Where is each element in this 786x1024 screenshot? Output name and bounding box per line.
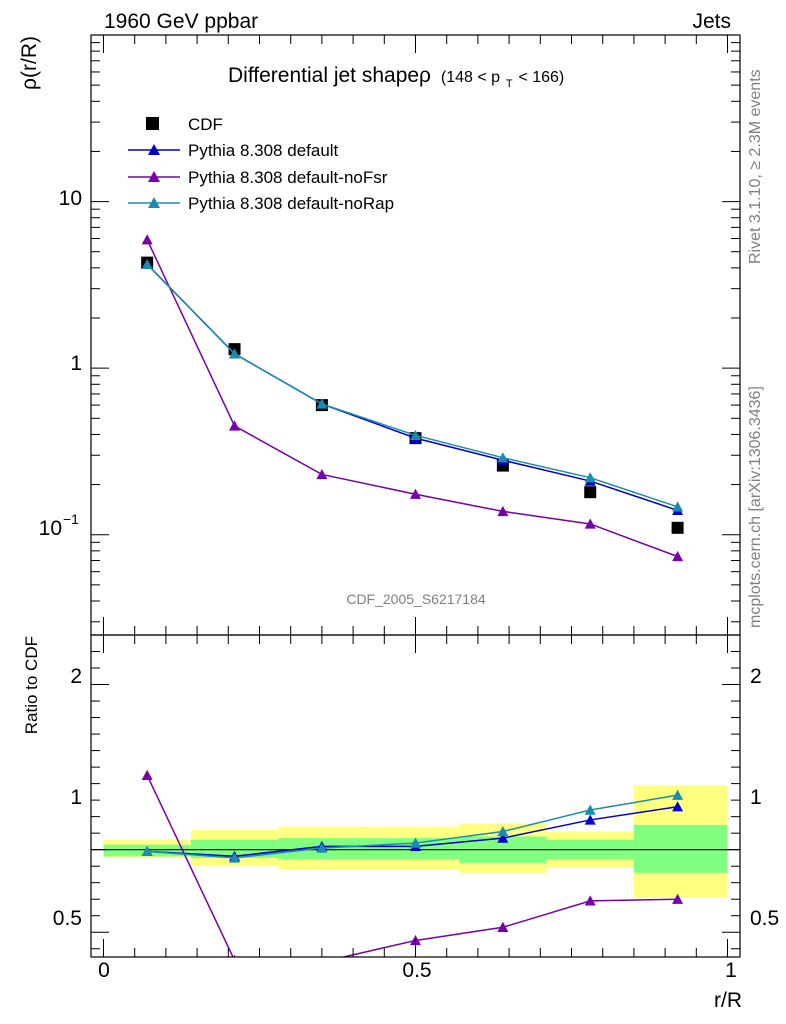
- main-point-nofsr-6: [672, 550, 684, 562]
- main-point-nofsr-4: [497, 505, 509, 517]
- ratio-point-nofsr-4: [497, 921, 509, 932]
- ratio-y-tick-label-1: 1: [70, 786, 82, 809]
- x-axis-title: r/R: [714, 989, 742, 1012]
- main-point-cdf-5: [584, 486, 597, 499]
- ratio-band-inner-6: [633, 824, 728, 873]
- main-point-norap-2: [316, 398, 328, 409]
- main-point-norap-3: [410, 429, 421, 441]
- main-point-nofsr-1: [229, 420, 241, 431]
- y-tick-label-0p1-base: 10: [39, 517, 62, 540]
- ratio-y-axis-title: Ratio to CDF: [22, 636, 41, 734]
- plot-title-main: Differential jet shapeρ: [228, 64, 431, 87]
- legend-label-default: Pythia 8.308 default: [188, 141, 339, 160]
- legend-label-norap: Pythia 8.308 default-noRap: [188, 194, 394, 213]
- mcplots-label: mcplots.cern.ch [arXiv:1306.3436]: [747, 386, 764, 628]
- ratio-point-norap-0: [141, 845, 153, 856]
- legend: CDF Pythia 8.308 default Pythia 8.308 de…: [128, 115, 394, 213]
- main-point-norap-0: [141, 258, 153, 270]
- ratio-point-norap-6: [672, 789, 684, 800]
- rivet-label: Rivet 3.1.10, ≥ 2.3M events: [747, 69, 764, 264]
- plot-title: Differential jet shapeρ (148 < p T < 166…: [228, 64, 564, 92]
- ratio-point-nofsr-2: [321, 956, 323, 957]
- ratio-point-nofsr-0: [141, 769, 153, 781]
- plot-title-range-pre: (148 < p: [441, 69, 500, 86]
- ratio-point-nofsr-5: [584, 895, 596, 906]
- header-right: Jets: [692, 10, 731, 33]
- legend-marker-cdf: [146, 117, 159, 130]
- ratio-point-norap-4: [497, 826, 509, 837]
- y-tick-label-10: 10: [59, 187, 82, 210]
- axis-ticks: [91, 35, 740, 957]
- plot-title-range-sub: T: [506, 78, 513, 90]
- main-series-group: [141, 234, 684, 562]
- ratio-point-nofsr-6: [672, 893, 684, 904]
- plot-title-range-post: < 166): [518, 69, 564, 86]
- ratio-point-default-5: [584, 814, 596, 825]
- main-line-default: [146, 263, 678, 512]
- main-line-norap: [146, 263, 678, 508]
- ratio-y-tick-label-2-right: 2: [750, 665, 762, 688]
- ratio-point-norap-5: [584, 804, 596, 815]
- ratio-y-tick-label-1-right: 1: [750, 786, 762, 809]
- ratio-point-norap-1: [229, 852, 241, 863]
- main-y-axis-title: ρ(r/R): [18, 36, 41, 90]
- y-tick-label-1: 1: [70, 352, 82, 375]
- legend-label-nofsr: Pythia 8.308 default-noFsr: [188, 168, 388, 187]
- ratio-y-tick-label-0p5: 0.5: [53, 907, 82, 930]
- y-tick-label-0p1-exp: −1: [63, 511, 79, 527]
- main-point-nofsr-5: [584, 518, 596, 529]
- legend-marker-norap: [148, 197, 160, 208]
- ratio-point-norap-3: [410, 837, 421, 848]
- main-point-norap-4: [497, 452, 509, 463]
- legend-marker-default: [148, 144, 160, 155]
- legend-label-cdf: CDF: [188, 115, 223, 134]
- ratio-point-norap-2: [316, 842, 328, 853]
- main-line-nofsr: [146, 239, 678, 558]
- analysis-label: CDF_2005_S6217184: [346, 591, 486, 607]
- x-tick-label-1: 1: [725, 959, 737, 982]
- main-point-nofsr-0: [141, 234, 153, 245]
- main-point-cdf-6: [671, 521, 684, 534]
- ratio-y-tick-label-2: 2: [70, 665, 82, 688]
- main-point-norap-1: [229, 348, 241, 359]
- ratio-y-tick-label-0p5-right: 0.5: [750, 907, 779, 930]
- x-tick-label-0: 0: [98, 959, 110, 982]
- x-tick-label-0p5: 0.5: [402, 959, 431, 982]
- main-point-nofsr-3: [410, 488, 421, 499]
- main-point-norap-6: [672, 501, 684, 512]
- ratio-point-default-4: [497, 832, 509, 843]
- main-point-norap-5: [584, 472, 596, 483]
- main-point-nofsr-2: [316, 468, 328, 480]
- ratio-frame: [90, 634, 741, 958]
- header-left: 1960 GeV ppbar: [104, 10, 258, 33]
- legend-marker-nofsr: [148, 171, 160, 182]
- ratio-point-nofsr-1: [233, 954, 236, 957]
- ratio-point-default-6: [672, 801, 684, 812]
